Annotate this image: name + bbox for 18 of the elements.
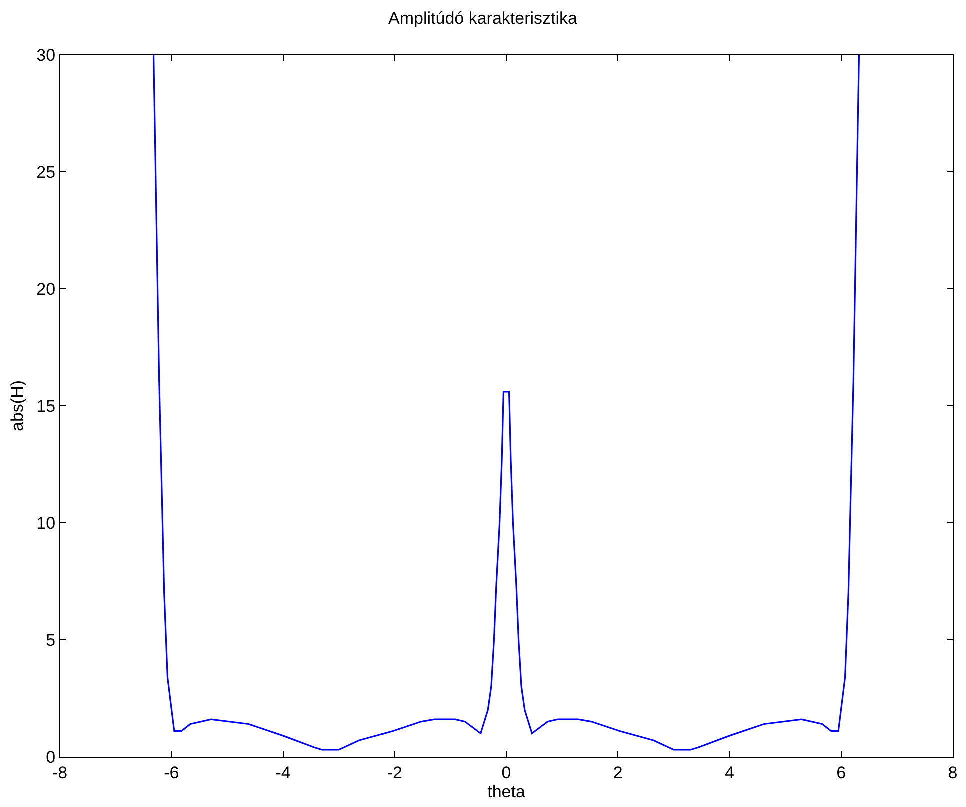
y-tick-label: 5	[46, 630, 56, 650]
y-axis-title: abs(H)	[8, 380, 28, 432]
y-tick-label: 15	[36, 396, 56, 416]
x-tick-label: -6	[164, 763, 180, 782]
y-tick-label: 10	[36, 514, 56, 533]
x-tick-label: 2	[613, 763, 623, 782]
x-axis-title: theta	[488, 782, 526, 802]
y-tick-label: 25	[36, 162, 56, 182]
x-tick-label: 6	[836, 763, 846, 782]
x-tick-label: -4	[276, 763, 291, 782]
line-series	[152, 55, 860, 751]
x-tick-label: -2	[387, 763, 402, 782]
y-tick-label: 30	[36, 46, 56, 65]
x-tick-label: 4	[725, 763, 734, 782]
y-tick-label: 20	[36, 280, 56, 299]
x-tick-label: 8	[948, 763, 958, 782]
chart-title: Amplitúdó karakterisztika	[388, 9, 578, 28]
x-tick-label: 0	[502, 763, 512, 782]
